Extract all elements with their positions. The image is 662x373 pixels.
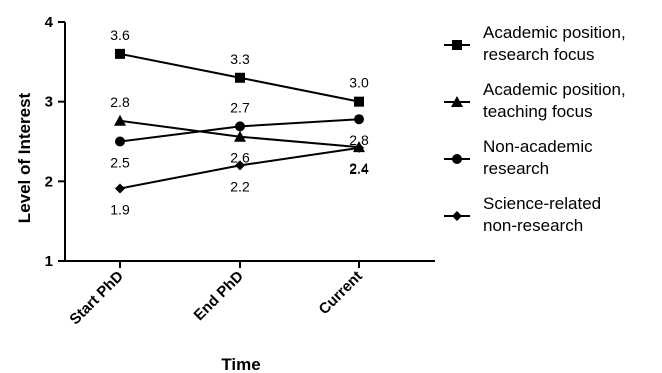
x-tick-label: Current [316, 268, 366, 318]
data-point-square [235, 72, 245, 83]
legend-label: Academic position, [483, 23, 626, 42]
data-label: 2.8 [110, 94, 130, 110]
data-point-circle [115, 136, 125, 147]
legend-entry-circle: Non-academic research [444, 137, 593, 178]
data-point-diamond [115, 183, 125, 194]
legend-marker-square [452, 40, 462, 50]
data-label: 3.3 [230, 51, 250, 67]
data-point-diamond [354, 142, 364, 153]
y-tick-label: 3 [45, 94, 53, 111]
y-tick-label: 2 [45, 173, 53, 190]
legend-marker-diamond [452, 211, 462, 221]
legend-label: Academic position, [483, 80, 626, 99]
y-axis-title: Level of Interest [15, 92, 34, 223]
x-tick-label: Start PhD [66, 268, 126, 328]
data-label: 3.0 [349, 75, 369, 91]
series-layer [114, 48, 365, 194]
legend-label: research focus [483, 45, 595, 64]
series-diamond [115, 142, 364, 194]
data-point-square [115, 48, 125, 59]
data-point-triangle [114, 114, 126, 126]
data-point-circle [235, 121, 245, 132]
y-tick-label: 1 [45, 253, 53, 270]
data-label: 2.6 [230, 150, 250, 166]
data-label: 3.6 [110, 27, 130, 43]
legend-label: Science-related [483, 194, 601, 213]
x-axis-title: Time [221, 355, 260, 373]
legend-entry-square: Academic position, research focus [444, 23, 626, 64]
data-label: 2.4 [349, 160, 369, 176]
data-label: 1.9 [110, 202, 130, 218]
legend: Academic position,research focusAcademic… [444, 23, 626, 235]
data-point-diamond [235, 160, 245, 171]
series-circle [115, 114, 364, 147]
y-tick-label: 4 [45, 14, 54, 31]
legend-label: non-research [483, 216, 583, 235]
legend-entry-triangle: Academic position, teaching focus [444, 80, 626, 121]
data-point-circle [354, 114, 364, 125]
series-square [115, 48, 364, 107]
legend-marker-triangle [451, 96, 463, 107]
data-label: 2.8 [349, 132, 369, 148]
legend-label: Non-academic [483, 137, 593, 156]
legend-entry-diamond: Science-related non-research [444, 194, 601, 235]
legend-label: research [483, 159, 549, 178]
x-tick-label: End PhD [191, 268, 247, 324]
data-point-triangle [234, 130, 246, 142]
data-labels: 3.63.33.02.82.62.42.52.72.81.92.22.4 [110, 27, 369, 218]
data-label: 2.5 [110, 155, 130, 171]
data-label: 2.7 [230, 99, 250, 115]
legend-label: teaching focus [483, 102, 593, 121]
data-label: 2.4 [349, 161, 369, 177]
legend-marker-circle [452, 154, 462, 164]
data-point-square [354, 96, 364, 107]
data-label: 2.2 [230, 178, 250, 194]
